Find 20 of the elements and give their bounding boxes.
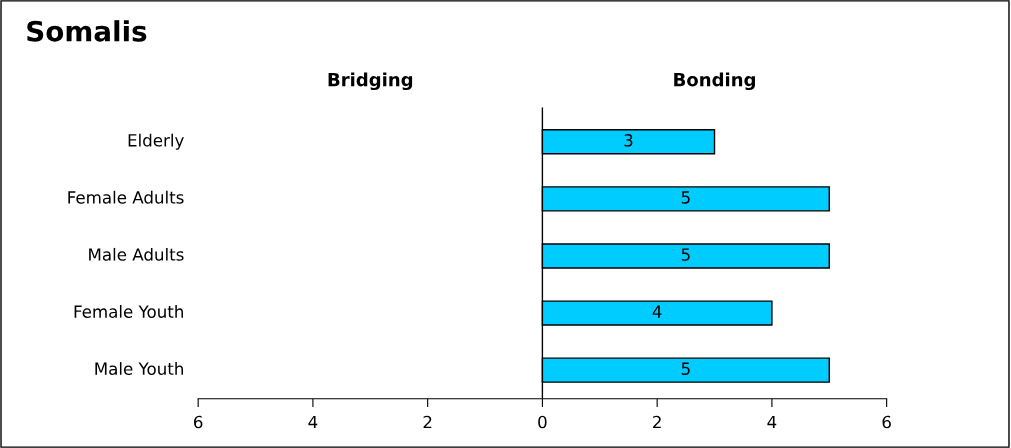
data-label: 4 [652,305,662,318]
text: Bridging [328,72,413,91]
x-tick-label: 6 [194,415,203,429]
y-tick-label: Female Youth [74,305,183,318]
y-tick-label: Female Adults [68,190,184,204]
data-label: 5 [681,248,690,261]
x-tick-label: 4 [308,415,318,429]
x-tick-label: 6 [882,415,891,429]
y-tick-label: Male Adults [89,247,184,261]
data-label: 5 [681,191,690,204]
x-tick-label: 0 [538,415,547,429]
y-tick-label: Male Youth [95,362,183,376]
x-tick-label: 4 [767,415,777,429]
x-tick-label: 2 [423,415,432,429]
y-tick-label: Elderly [128,133,184,150]
x-tick-label: 2 [653,415,661,429]
chart-title: Somalis [27,20,147,42]
data-label: 3 [624,134,633,147]
text: Bonding [674,72,755,91]
data-label: 5 [681,362,690,376]
